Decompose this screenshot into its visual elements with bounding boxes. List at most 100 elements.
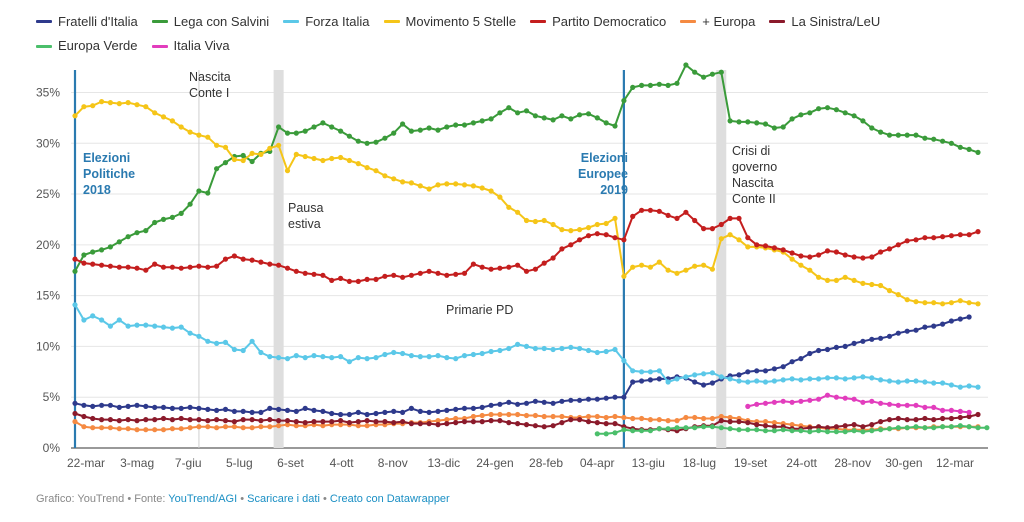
data-point: [577, 397, 583, 403]
data-point: [293, 268, 299, 274]
data-point: [674, 425, 680, 431]
data-point: [187, 404, 193, 410]
data-point: [329, 410, 335, 417]
data-point: [709, 370, 716, 376]
data-point: [116, 426, 122, 432]
data-point: [178, 426, 184, 432]
legend-item[interactable]: Italia Viva: [151, 35, 230, 57]
data-point: [240, 408, 246, 414]
data-point: [205, 418, 211, 424]
data-point: [860, 399, 866, 405]
series-3: [72, 99, 981, 307]
data-point: [152, 404, 158, 410]
data-point: [842, 252, 848, 258]
data-point: [541, 424, 547, 430]
data-point: [99, 262, 105, 268]
data-point: [931, 323, 937, 329]
data-point: [559, 345, 565, 352]
data-point: [975, 384, 981, 390]
data-point: [382, 419, 388, 425]
data-point: [320, 354, 326, 360]
data-point: [692, 379, 698, 385]
data-point: [895, 415, 901, 422]
data-point: [205, 424, 211, 430]
data-point: [709, 380, 716, 386]
data-point: [116, 239, 122, 245]
data-point: [276, 124, 282, 130]
data-point: [231, 424, 237, 430]
legend-item[interactable]: + Europa: [680, 11, 755, 33]
legend-item[interactable]: Movimento 5 Stelle: [383, 11, 517, 33]
data-point: [948, 233, 955, 239]
data-point: [302, 405, 308, 411]
data-point: [426, 125, 432, 131]
data-point: [453, 181, 459, 187]
legend-label: Movimento 5 Stelle: [405, 13, 517, 29]
data-point: [754, 427, 760, 433]
data-point: [692, 263, 698, 269]
series-6: [72, 410, 981, 434]
series-7: [594, 423, 990, 437]
data-point: [727, 414, 733, 421]
data-point: [736, 419, 742, 425]
data-point: [701, 415, 707, 422]
x-tick-label: 5-lug: [226, 456, 253, 470]
data-point: [665, 426, 671, 432]
legend-item[interactable]: Europa Verde: [36, 35, 138, 57]
legend-item[interactable]: Forza Italia: [283, 11, 370, 33]
data-point: [798, 398, 804, 404]
data-point: [904, 132, 910, 138]
download-data-link[interactable]: Scaricare i dati: [247, 493, 320, 505]
data-point: [515, 262, 521, 268]
datawrapper-link[interactable]: Creato con Datawrapper: [329, 493, 450, 505]
data-point: [276, 406, 282, 412]
legend-item[interactable]: La Sinistra/LeU: [769, 11, 880, 33]
data-point: [99, 425, 105, 431]
data-point: [594, 221, 600, 228]
data-point: [302, 128, 308, 134]
data-point: [231, 419, 237, 425]
data-point: [169, 426, 175, 432]
data-point: [771, 245, 778, 251]
data-point: [780, 364, 786, 370]
data-point: [904, 297, 910, 303]
data-point: [400, 274, 406, 280]
footer-sep-1: •: [237, 493, 248, 505]
data-point: [497, 401, 503, 407]
data-point: [665, 82, 671, 88]
legend-label: Partito Democratico: [552, 13, 667, 29]
data-point: [771, 399, 778, 405]
data-point: [178, 324, 184, 330]
data-point: [258, 349, 264, 356]
data-point: [320, 272, 326, 278]
x-tick-label: 24-ott: [786, 456, 817, 470]
legend-item[interactable]: Partito Democratico: [530, 11, 666, 33]
data-point: [125, 403, 131, 409]
data-point: [258, 418, 264, 424]
data-point: [470, 413, 476, 420]
data-point: [541, 260, 547, 266]
x-tick-label: 3-mag: [120, 456, 154, 470]
data-point: [196, 424, 202, 430]
legend-label: Italia Viva: [173, 38, 230, 53]
data-point: [692, 425, 698, 431]
data-point: [931, 425, 937, 431]
data-point: [90, 103, 96, 109]
data-point: [169, 264, 175, 270]
source-link[interactable]: YouTrend/AGI: [168, 493, 238, 505]
data-point: [125, 323, 131, 329]
data-point: [479, 185, 485, 191]
data-point: [293, 419, 299, 425]
data-point: [833, 375, 840, 381]
data-point: [214, 142, 220, 148]
x-tick-label: 18-lug: [683, 456, 716, 470]
legend-item[interactable]: Lega con Salvini: [151, 11, 269, 33]
data-point: [957, 414, 963, 421]
data-point: [284, 418, 291, 424]
data-point: [90, 403, 96, 409]
data-point: [231, 408, 237, 414]
data-point: [72, 113, 78, 119]
legend-item[interactable]: Fratelli d'Italia: [36, 11, 138, 33]
data-point: [701, 382, 707, 388]
data-point: [585, 347, 592, 354]
